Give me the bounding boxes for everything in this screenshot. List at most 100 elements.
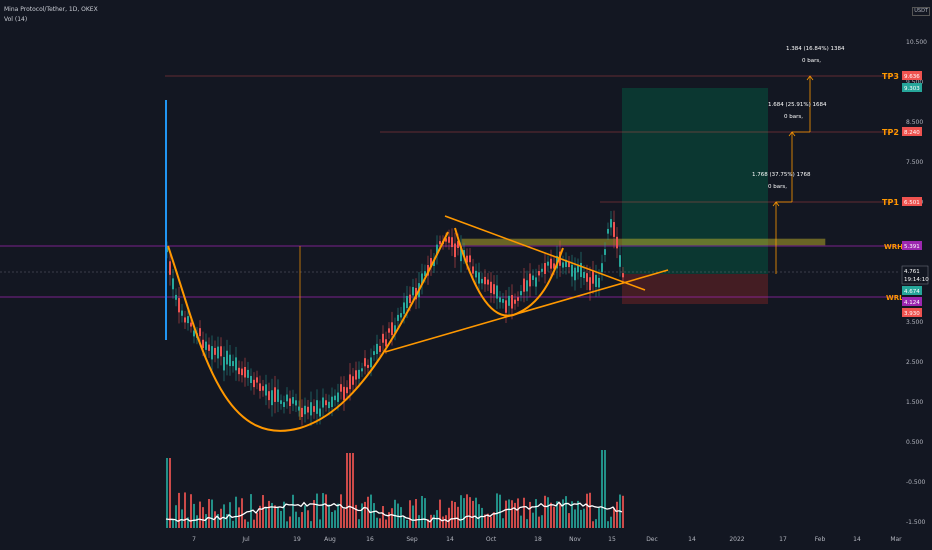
price-axis-label: 8.500	[906, 119, 923, 126]
volume-bar	[508, 499, 510, 528]
currency-badge[interactable]: USDT	[912, 7, 930, 16]
candle-body	[367, 364, 369, 368]
volume-bar	[505, 500, 507, 528]
candle-body	[454, 243, 456, 258]
volume-bar	[421, 495, 423, 528]
candle-body	[595, 274, 597, 287]
candle-body	[421, 273, 423, 285]
candle-body	[262, 386, 264, 391]
candle-body	[298, 406, 300, 411]
candle-body	[193, 330, 195, 337]
candle-body	[607, 228, 609, 234]
candle-body	[562, 262, 564, 268]
candle-body	[379, 345, 381, 352]
candle-body	[577, 265, 579, 273]
candle-body	[571, 264, 573, 277]
candle-body	[385, 339, 387, 347]
price-axis-label: 3.500	[906, 319, 923, 326]
candle-body	[526, 280, 528, 292]
volume-bar	[493, 512, 495, 528]
measure-arrows[interactable]	[772, 75, 814, 274]
volume-bar	[478, 504, 480, 528]
time-axis[interactable]: 7 Jul 19 Aug 16 Sep 14 Oct 18 Nov 15 Dec 14 2022 17 Feb…	[192, 536, 902, 543]
candle-body	[433, 260, 435, 267]
volume-bar	[514, 502, 516, 528]
volume-bar	[415, 499, 417, 528]
candle-body	[424, 271, 426, 277]
measure-3-line2: 0 bars,	[802, 58, 821, 64]
candle-body	[310, 402, 312, 416]
volume-bar	[403, 515, 405, 528]
candle-body	[175, 294, 177, 300]
candle-body	[352, 376, 354, 385]
handle-curve[interactable]	[454, 227, 564, 317]
candle-body	[259, 383, 261, 391]
triangle-lower-line[interactable]	[384, 269, 669, 353]
volume-bar	[547, 497, 549, 528]
candle-body	[412, 287, 414, 296]
tp2-price-tag: 8.240	[904, 130, 920, 136]
price-axis-label: 10.500	[906, 39, 927, 46]
volume-bar	[349, 453, 351, 528]
price-axis-label: 7.500	[906, 159, 923, 166]
candle-body	[202, 339, 204, 349]
candle-body	[274, 387, 276, 402]
volume-bar	[577, 500, 579, 528]
volume-bar	[589, 492, 591, 528]
volume-bar	[361, 503, 363, 528]
triangle-upper-line[interactable]	[444, 215, 646, 291]
symbol-title[interactable]: Mina Protocol/Tether, 1D, OKEX	[4, 6, 98, 13]
time-axis-label: 2022	[729, 536, 744, 543]
candle-body	[610, 219, 612, 228]
candle-body	[430, 258, 432, 268]
candle-body	[490, 281, 492, 294]
volume-bar	[214, 511, 216, 528]
volume-bar	[445, 515, 447, 528]
candle-body	[502, 298, 504, 303]
volume-bar	[316, 493, 318, 528]
volume-bar	[382, 506, 384, 528]
volume-bar	[550, 502, 552, 528]
volume-bar	[232, 520, 234, 528]
candle-body	[220, 346, 222, 357]
volume-indicator-label[interactable]: Vol (14)	[4, 16, 28, 23]
candle-body	[289, 398, 291, 407]
volume-bar	[343, 508, 345, 528]
wrh-price-tag: 5.391	[904, 244, 920, 250]
candle-body	[331, 396, 333, 407]
candle-body	[316, 400, 318, 414]
volume-bar	[298, 517, 300, 528]
candle-body	[346, 387, 348, 394]
time-axis-label: Aug	[324, 536, 336, 543]
target-price-tag: 9.303	[904, 86, 920, 92]
volume-bar	[499, 494, 501, 528]
candle-body	[355, 370, 357, 380]
candle-body	[613, 222, 615, 237]
candle-body	[568, 262, 570, 268]
volume-bar	[166, 458, 168, 528]
candle-body	[172, 278, 174, 290]
volume-bar	[205, 514, 207, 528]
candle-body	[334, 395, 336, 401]
cup-curve[interactable]	[167, 231, 449, 432]
candle-body	[514, 299, 516, 304]
candle-body	[487, 279, 489, 285]
price-axis-label: 2.500	[906, 359, 923, 366]
candle-body	[361, 368, 363, 372]
volume-bar	[169, 458, 171, 528]
measure-1-line2: 0 bars,	[768, 184, 787, 190]
price-axis-label: 1.500	[906, 399, 923, 406]
candle-body	[586, 273, 588, 282]
candle-body	[265, 384, 267, 396]
volume-bar	[481, 507, 483, 528]
candle-body	[280, 400, 282, 404]
volume-bar	[586, 493, 588, 528]
candle-body	[469, 255, 471, 263]
volume-bar	[289, 516, 291, 528]
volume-bar	[538, 516, 540, 528]
volume-bar	[520, 515, 522, 528]
resistance-band[interactable]	[461, 238, 826, 246]
time-axis-label: Nov	[569, 536, 581, 543]
candle-body	[397, 314, 399, 321]
